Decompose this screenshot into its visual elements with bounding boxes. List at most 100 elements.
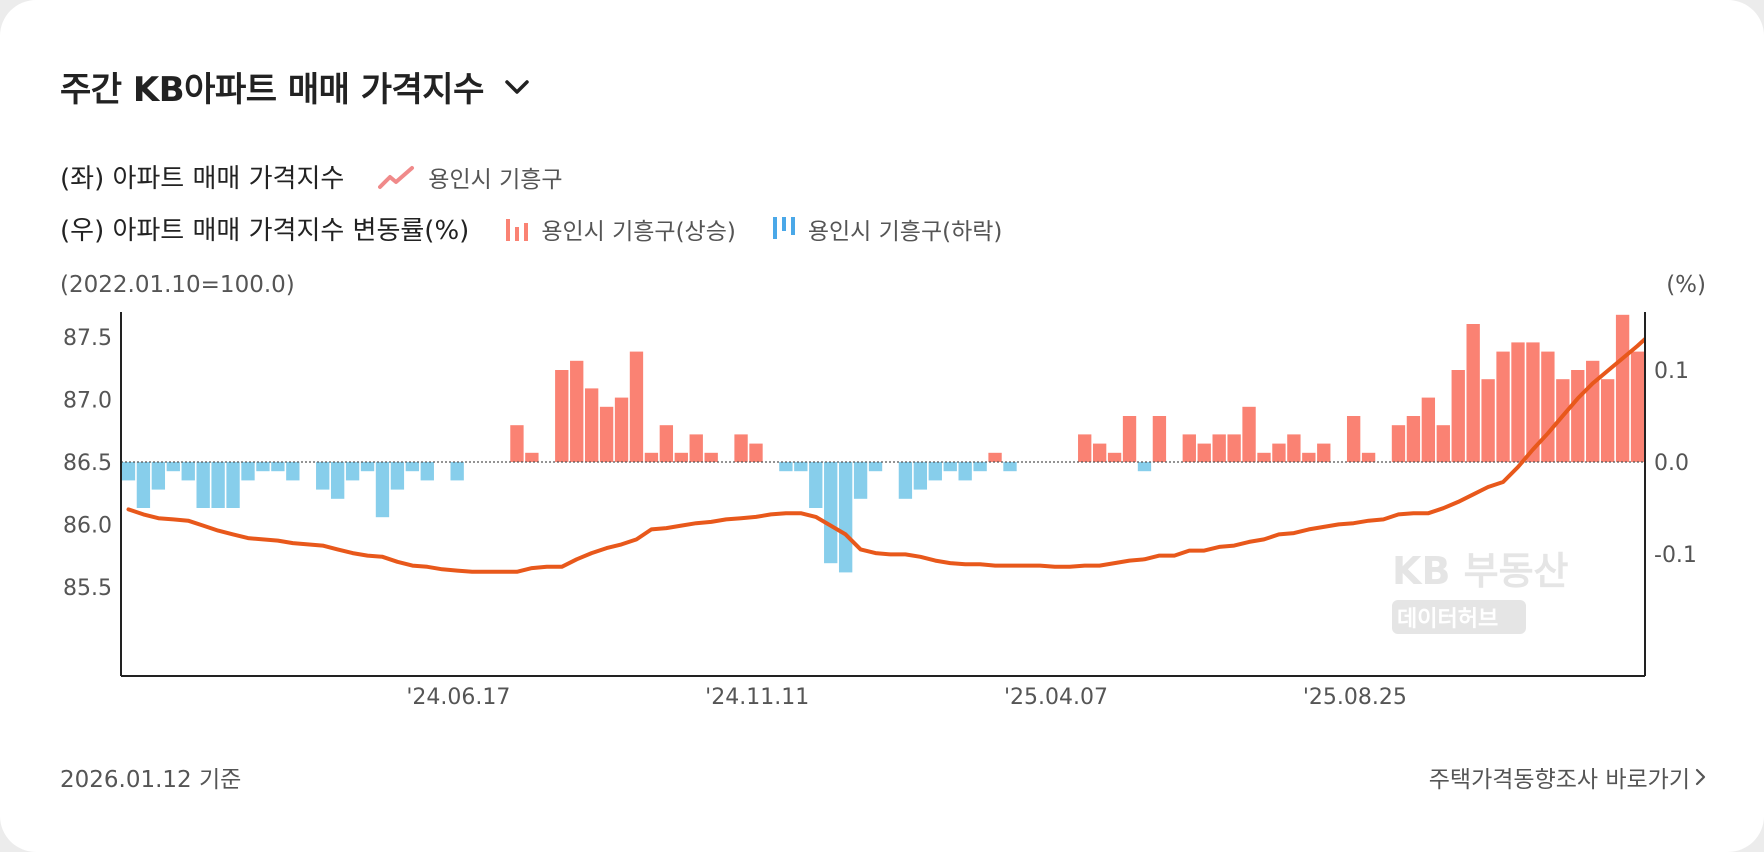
bar-up [525,452,539,462]
bar-up [1197,443,1211,462]
right-tick-label: -0.1 [1654,543,1697,568]
chart-title: 주간 KB아파트 매매 가격지수 [60,70,484,110]
bar-up [644,452,659,462]
legend-item-line: 용인시 기흥구 [378,160,563,194]
bar-up [1511,342,1525,462]
legend-left-axis: (좌) 아파트 매매 가격지수 용인시 기흥구 [60,158,563,195]
bar-up [1586,360,1600,462]
bar-up [1630,351,1645,462]
bar-up [629,351,644,462]
bar-down [196,462,210,508]
bar-down [286,462,300,481]
bar-up [749,443,763,462]
right-axis-ticks: 0.20.10.0-0.1 [1654,359,1697,568]
left-tick-label: 86.0 [63,513,112,538]
bar-up [1182,434,1196,462]
bar-down [390,462,405,490]
bar-up [570,360,584,462]
bar-up [704,452,718,462]
x-tick-label: '25.04.07 [1004,685,1108,710]
bar-down [943,462,957,472]
bar-up [1571,370,1585,462]
bar-up [1107,452,1122,462]
bar-down [1137,462,1152,472]
bar-down [375,462,390,518]
legend-bar-down-label: 용인시 기흥구(하락) [807,218,1003,245]
bar-down [166,462,180,472]
bar-down [345,462,360,481]
bar-down [330,462,345,499]
bar-up [1541,351,1555,462]
bar-down [181,462,195,481]
bar-up [1481,379,1495,462]
bar-up [1526,342,1540,462]
bar-up [614,397,629,462]
bar-up [689,434,703,462]
bar-down [405,462,420,472]
index-line-series [126,336,1645,574]
bar-down-legend-icon [772,216,795,239]
bar-down [838,462,853,573]
bar-up [1078,434,1092,462]
watermark: KB 부동산 데이터허브 [1392,549,1569,634]
bar-up [1556,379,1570,462]
bar-down [151,462,166,490]
bar-up-legend-icon [506,218,529,241]
as-of-date: 2026.01.12 기준 [60,767,242,793]
bar-up [1406,416,1421,462]
legend-item-bar-down: 용인시 기흥구(하락) [770,212,1003,246]
legend-line-label: 용인시 기흥구 [428,166,563,193]
left-axis-unit: (2022.01.10=100.0) [60,272,295,298]
bar-up [1466,324,1480,462]
right-tick-label: 0.0 [1654,451,1689,476]
bar-down [913,462,928,490]
chevron-down-icon[interactable] [502,72,532,102]
bar-up [1496,351,1510,462]
combo-chart: KB 부동산 데이터허브 88.087.587.086.586.085.5 0.… [63,312,1697,710]
bar-up [1227,434,1241,462]
bar-up [1212,434,1226,462]
survey-link[interactable]: 주택가격동향조사 바로가기 [1429,760,1708,794]
bar-down [794,462,808,472]
bar-up [555,370,569,462]
bar-down [898,462,913,499]
left-tick-label: 85.5 [63,576,112,601]
bar-up [1152,416,1167,462]
legend-bar-up-label: 용인시 기흥구(상승) [541,218,736,245]
bar-up [584,388,599,462]
bar-up [599,406,614,462]
bar-down [824,462,838,564]
chevron-right-icon [1695,768,1706,786]
bar-up [1287,434,1301,462]
bar-down [853,462,868,499]
legend-right-axis: (우) 아파트 매매 가격지수 변동률(%) 용인시 기흥구(상승) 용인시 기… [60,210,1002,247]
bar-up [1436,425,1450,462]
bar-up [1615,314,1630,462]
bar-down [958,462,972,481]
bar-down [241,462,255,481]
watermark-badge [1392,600,1526,634]
bar-down [973,462,987,472]
bar-up [1391,425,1406,462]
legend-item-bar-up: 용인시 기흥구(상승) [503,212,736,246]
bar-up [1092,443,1107,462]
bar-down [271,462,285,472]
x-axis-ticks: '24.06.17 '24.11.11 '25.04.07 '25.08.25 [406,685,1407,710]
bar-down [121,462,136,481]
survey-link-label: 주택가격동향조사 바로가기 [1428,767,1690,793]
bar-up [1421,397,1436,462]
bar-up [1451,370,1465,462]
bar-down [809,462,823,508]
bar-up [1257,452,1271,462]
bar-down [450,462,464,481]
left-axis-ticks: 88.087.587.086.586.085.5 [63,326,112,601]
bar-up [1302,452,1316,462]
bar-down [226,462,240,508]
bar-up [674,452,688,462]
bar-up [1346,416,1361,462]
right-axis-unit: (%) [1666,272,1706,298]
chart-selector[interactable]: 주간 KB아파트 매매 가격지수 [60,62,532,111]
bar-up [1317,443,1331,462]
bar-down [360,462,375,472]
